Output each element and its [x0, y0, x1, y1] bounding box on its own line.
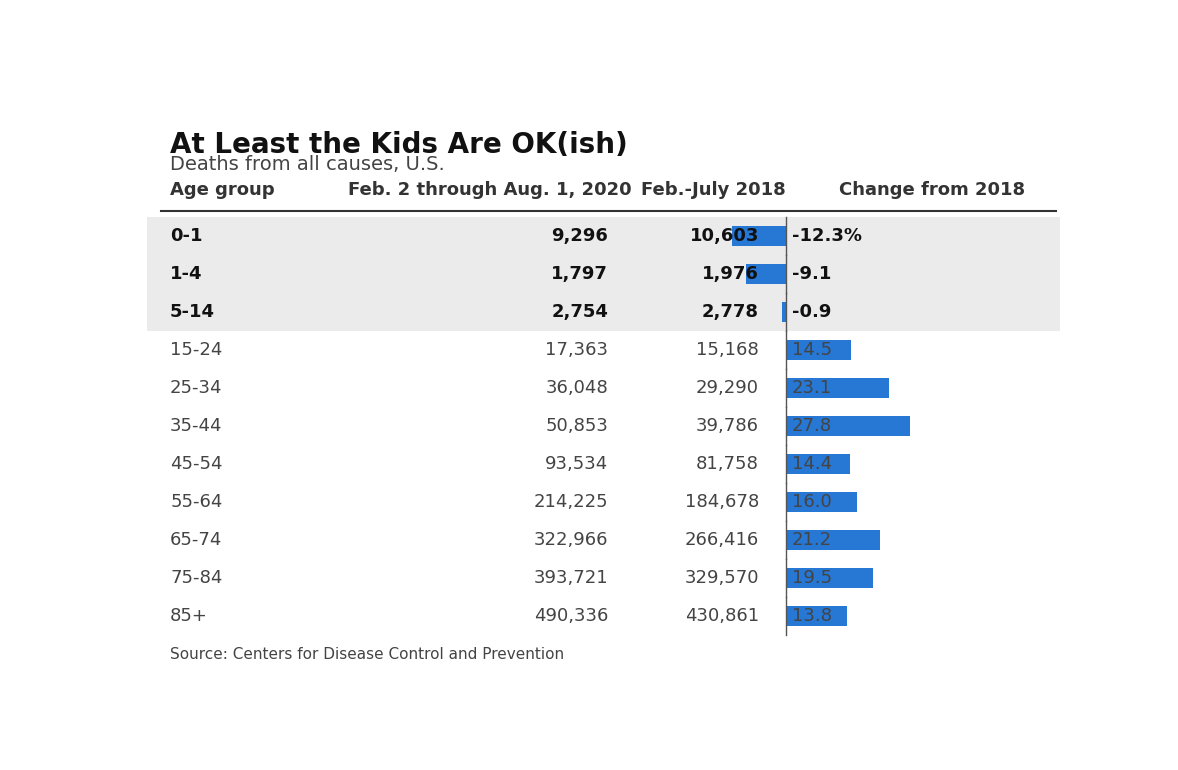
Text: 81,758: 81,758 [696, 455, 759, 473]
Bar [147, 217, 1060, 255]
Text: 1,797: 1,797 [551, 265, 608, 283]
Text: 1,976: 1,976 [702, 265, 759, 283]
Bar [787, 492, 858, 512]
Text: 65-74: 65-74 [170, 531, 223, 549]
Bar [147, 255, 1060, 293]
Bar [787, 340, 851, 360]
Bar [147, 293, 1060, 331]
Text: 35-44: 35-44 [170, 417, 223, 435]
Text: 5-14: 5-14 [170, 303, 216, 321]
Text: 322,966: 322,966 [534, 531, 608, 549]
Text: Feb.-July 2018: Feb.-July 2018 [641, 181, 786, 199]
Text: 19.5: 19.5 [792, 569, 832, 587]
Text: 9,296: 9,296 [551, 227, 608, 245]
Bar [787, 416, 909, 436]
Text: 14.4: 14.4 [792, 455, 832, 473]
Text: 75-84: 75-84 [170, 569, 223, 587]
Bar [732, 226, 787, 246]
Bar [787, 454, 851, 474]
Text: 50,853: 50,853 [545, 417, 608, 435]
Text: 17,363: 17,363 [545, 341, 608, 359]
Text: Deaths from all causes, U.S.: Deaths from all causes, U.S. [170, 155, 445, 174]
Text: 16.0: 16.0 [792, 493, 832, 511]
Text: 39,786: 39,786 [696, 417, 759, 435]
Text: 25-34: 25-34 [170, 379, 223, 397]
Text: Age group: Age group [170, 181, 274, 199]
Text: 29,290: 29,290 [696, 379, 759, 397]
Bar [746, 264, 787, 284]
Text: 13.8: 13.8 [792, 607, 832, 625]
Bar [787, 530, 880, 550]
Text: 0-1: 0-1 [170, 227, 203, 245]
Text: 329,570: 329,570 [684, 569, 759, 587]
Text: 21.2: 21.2 [792, 531, 832, 549]
Text: 36,048: 36,048 [545, 379, 608, 397]
Text: 93,534: 93,534 [545, 455, 608, 473]
Text: 490,336: 490,336 [534, 607, 608, 625]
Text: 15,168: 15,168 [696, 341, 759, 359]
Text: 10,603: 10,603 [689, 227, 759, 245]
Text: -0.9: -0.9 [792, 303, 832, 321]
Bar [787, 568, 873, 588]
Bar [787, 378, 888, 398]
Text: 184,678: 184,678 [684, 493, 759, 511]
Text: Feb. 2 through Aug. 1, 2020: Feb. 2 through Aug. 1, 2020 [348, 181, 631, 199]
Text: At Least the Kids Are OK(ish): At Least the Kids Are OK(ish) [170, 131, 628, 159]
Text: -12.3%: -12.3% [792, 227, 862, 245]
Text: 2,754: 2,754 [551, 303, 608, 321]
Text: -9.1: -9.1 [792, 265, 832, 283]
Text: 1-4: 1-4 [170, 265, 203, 283]
Text: 2,778: 2,778 [702, 303, 759, 321]
Bar [787, 606, 847, 626]
Text: 27.8: 27.8 [792, 417, 832, 435]
Bar [782, 302, 787, 322]
Text: 214,225: 214,225 [534, 493, 608, 511]
Text: 23.1: 23.1 [792, 379, 832, 397]
Text: 393,721: 393,721 [534, 569, 608, 587]
Text: 55-64: 55-64 [170, 493, 223, 511]
Text: 85+: 85+ [170, 607, 209, 625]
Text: 266,416: 266,416 [684, 531, 759, 549]
Text: 15-24: 15-24 [170, 341, 223, 359]
Text: 45-54: 45-54 [170, 455, 223, 473]
Text: Change from 2018: Change from 2018 [839, 181, 1026, 199]
Text: 430,861: 430,861 [684, 607, 759, 625]
Text: 14.5: 14.5 [792, 341, 832, 359]
Text: Source: Centers for Disease Control and Prevention: Source: Centers for Disease Control and … [170, 647, 564, 661]
